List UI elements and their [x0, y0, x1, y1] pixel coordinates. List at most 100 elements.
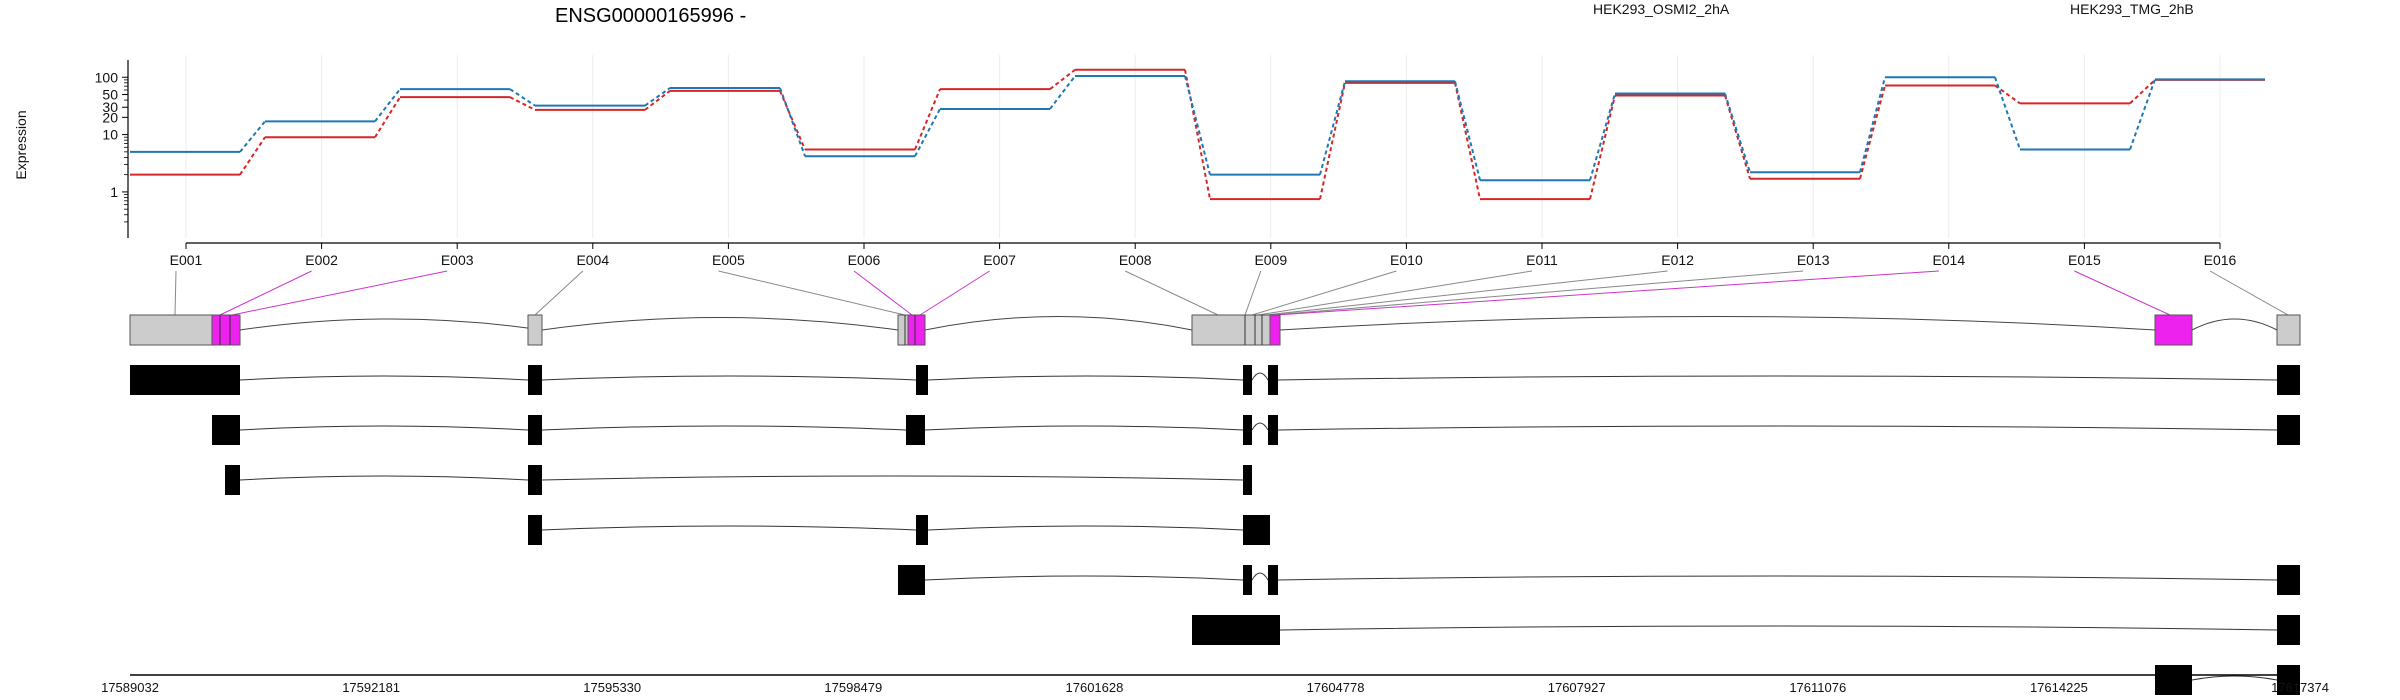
x-tick-label-e004: E004	[576, 252, 609, 268]
coordinate-label: 17604778	[1307, 680, 1365, 695]
series-connector	[509, 96, 536, 111]
coordinate-label: 17601628	[1066, 680, 1124, 695]
exon-connector	[1265, 270, 1668, 316]
x-tick-label-e009: E009	[1254, 252, 1287, 268]
coordinate-label: 17589032	[101, 680, 159, 695]
exon-connector	[1124, 270, 1219, 316]
series-connector	[2129, 78, 2156, 150]
coordinate-label: 17595330	[583, 680, 641, 695]
exon-connector	[919, 270, 990, 316]
gene-intron	[924, 316, 1193, 331]
series-connector	[374, 96, 401, 138]
series-connector	[1319, 82, 1346, 200]
y-axis-label: Expression	[13, 110, 29, 179]
y-tick-label: 20	[102, 109, 118, 125]
transcript-exon	[528, 365, 542, 395]
series-connector	[779, 90, 806, 150]
transcript-3	[225, 465, 1252, 495]
series-connector	[644, 90, 671, 111]
gene-exon-block	[907, 314, 926, 346]
exon-connector	[718, 270, 906, 316]
series-connector	[1589, 95, 1616, 200]
x-tick-label-e011: E011	[1526, 252, 1558, 268]
transcript-exon	[2277, 415, 2300, 445]
transcript-intron	[924, 425, 1244, 431]
transcript-2	[212, 415, 2300, 445]
x-tick-label-e003: E003	[441, 252, 474, 268]
transcript-models	[130, 365, 2300, 695]
coordinate-label: 17614225	[2030, 680, 2088, 695]
transcript-exon	[906, 415, 925, 445]
exon-connector	[1257, 270, 1533, 316]
series-connector	[2129, 79, 2156, 105]
x-tick-label-e016: E016	[2204, 252, 2237, 268]
transcript-exon	[916, 365, 928, 395]
transcript-intron	[239, 425, 529, 431]
series-connector	[1319, 81, 1346, 175]
transcript-intron	[924, 575, 1244, 581]
exon-connector	[2074, 270, 2171, 316]
x-tick-label-e005: E005	[712, 252, 745, 268]
series-connector	[1994, 84, 2021, 105]
coordinate-label: 17592181	[342, 680, 400, 695]
series-connector	[1454, 82, 1481, 200]
series-connector	[239, 136, 266, 176]
transcript-intron	[1251, 372, 1269, 381]
series-connector	[1049, 68, 1076, 90]
x-tick-label-e013: E013	[1797, 252, 1830, 268]
y-tick-label: 1	[110, 184, 118, 200]
coordinate-axis: 17589032 17592181 17595330 17598479 17601628…	[101, 674, 2329, 695]
chart-title: ENSG00000165996 -	[555, 5, 746, 27]
exon-connector	[534, 270, 584, 316]
transcript-exon	[1243, 415, 1252, 445]
series-connector	[1859, 85, 1886, 179]
transcript-intron	[541, 475, 1244, 481]
transcript-intron	[927, 525, 1244, 531]
transcript-exon	[1243, 465, 1252, 495]
transcript-intron	[541, 375, 917, 381]
grid-lines	[185, 55, 2221, 238]
series-connector	[1724, 93, 1751, 173]
transcript-exon	[2155, 665, 2192, 695]
series-connector	[509, 88, 536, 107]
coordinate-label: 17611076	[1789, 680, 1846, 695]
transcript-5	[898, 565, 2300, 595]
x-tick-label-e006: E006	[848, 252, 881, 268]
transcript-exon	[1243, 565, 1252, 595]
gene-exon-block	[1191, 314, 1281, 346]
y-tick-label: 30	[102, 99, 118, 115]
series-connector	[644, 87, 671, 107]
transcript-exon	[528, 415, 542, 445]
x-tick-label-e002: E002	[305, 252, 338, 268]
transcript-exon	[1192, 615, 1280, 645]
coordinate-label: 17598479	[824, 680, 882, 695]
series-connector	[1589, 93, 1616, 181]
gene-model	[129, 314, 2301, 346]
transcript-exon	[528, 515, 542, 545]
transcript-intron	[1251, 572, 1269, 581]
y-tick-label: 10	[102, 127, 118, 143]
transcript-intron	[1251, 422, 1269, 431]
transcript-intron	[1279, 625, 2278, 631]
gene-exon-block	[2154, 314, 2193, 346]
x-tick-label-e015: E015	[2068, 252, 2101, 268]
series-connector	[1994, 76, 2021, 150]
transcript-intron	[2191, 675, 2278, 681]
exon-connector	[1271, 270, 1804, 316]
transcript-exon	[1243, 515, 1270, 545]
x-tick-label-e012: E012	[1661, 252, 1694, 268]
gene-exon-block	[2276, 314, 2301, 346]
y-tick-label: 100	[95, 69, 119, 85]
series-connector	[239, 120, 266, 153]
transcript-intron	[1277, 425, 2278, 431]
transcript-intron	[239, 475, 529, 481]
series-connector	[914, 88, 941, 150]
coordinate-label: 17607927	[1548, 680, 1606, 695]
transcript-exon	[528, 465, 542, 495]
transcript-exon	[2277, 615, 2300, 645]
transcript-6	[1192, 615, 2300, 645]
transcript-exon	[2277, 665, 2300, 695]
exon-connector	[853, 270, 913, 316]
gene-intron	[239, 318, 543, 331]
